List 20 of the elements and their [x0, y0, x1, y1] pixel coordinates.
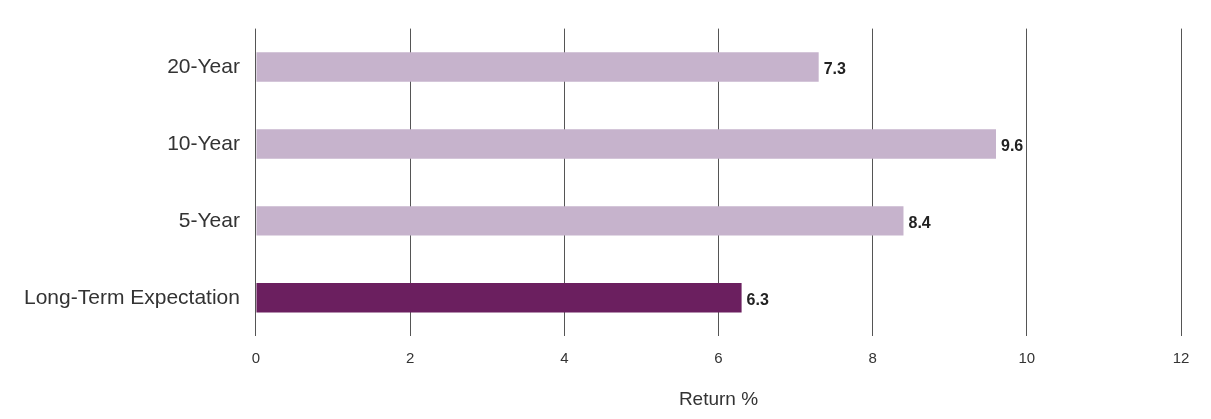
data-label: 9.6: [1000, 137, 1024, 155]
x-tick-label: 2: [405, 349, 415, 367]
x-tick-label: 8: [868, 349, 877, 367]
y-tick-label: 5-Year: [178, 207, 240, 231]
x-tick-label: 0: [251, 349, 261, 367]
x-tick-label: 6: [714, 349, 723, 367]
data-label: 8.4: [908, 214, 931, 232]
y-tick-label: 20-Year: [167, 53, 240, 77]
y-tick-label: Long-Term Expectation: [23, 284, 240, 308]
data-label: 6.3: [746, 291, 769, 309]
data-label: 7.3: [823, 60, 847, 78]
x-tick-label: 12: [1172, 349, 1190, 367]
x-tick-label: 10: [1018, 349, 1036, 367]
x-tick-label: 4: [560, 349, 569, 367]
bar: [256, 52, 819, 82]
bar: [256, 129, 996, 159]
y-tick-label: 10-Year: [167, 130, 240, 154]
bar: [256, 206, 904, 236]
bar: [256, 283, 742, 313]
x-axis-title: Return %: [678, 387, 759, 409]
